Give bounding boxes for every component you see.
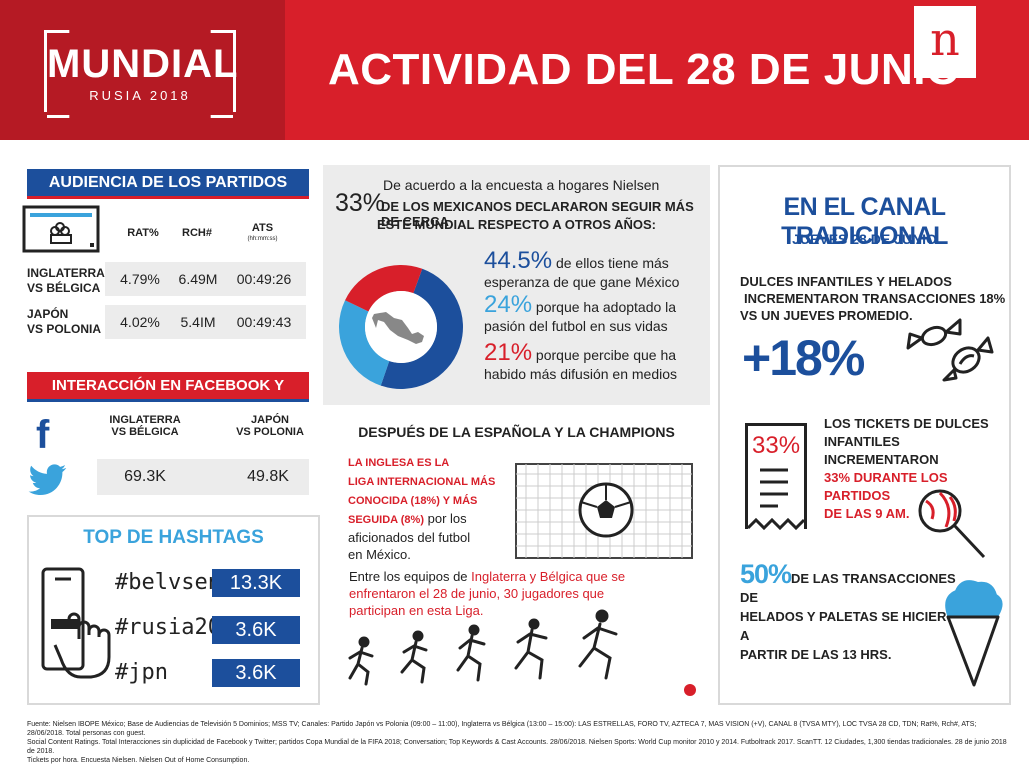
candy-icon bbox=[904, 312, 1000, 387]
title-band bbox=[285, 0, 1029, 140]
dulces-pct: +18% bbox=[742, 330, 865, 386]
interaccion-title: INTERACCIÓN EN FACEBOOK Y TWITTER bbox=[27, 372, 309, 421]
interaccion-values bbox=[97, 459, 309, 495]
stat-2: 24% porque ha adoptado la pasión del futb… bbox=[484, 291, 677, 335]
col-rat: RAT% bbox=[127, 227, 159, 239]
helados-text: 50%DE LAS TRANSACCIONES DE HELADOS Y PAL… bbox=[740, 559, 966, 663]
canal-date: JUEVES 28 DE JUNIO bbox=[792, 231, 937, 247]
interaccion-underline bbox=[27, 399, 309, 402]
ats-ing: 00:49:26 bbox=[236, 271, 292, 287]
col-ats: ATS bbox=[251, 222, 274, 234]
stat-1: 44.5% de ellos tiene más esperanza de que… bbox=[484, 247, 680, 291]
row-label-jap: JAPÓN VS POLONIA bbox=[27, 307, 102, 336]
survey-pct: 33% bbox=[335, 189, 386, 217]
ticket-pct: 33% bbox=[752, 432, 801, 459]
donut-slice-3 bbox=[345, 265, 423, 312]
footnote: Fuente: Nielsen IBOPE México; Base de Au… bbox=[27, 721, 1007, 764]
row-label-ing: INGLATERRA VS BÉLGICA bbox=[27, 266, 105, 295]
hashtag-3-value: 3.6K bbox=[212, 659, 300, 687]
survey-line2: DE LOS MEXICANOS DECLARARON SEGUIR MÁS D… bbox=[381, 199, 694, 229]
audiencia-underline bbox=[27, 196, 309, 199]
mundial-logo: MUNDIAL RUSIA 2018 bbox=[0, 0, 285, 140]
liga-title: DESPUÉS DE LA ESPAÑOLA Y LA CHAMPIONS bbox=[358, 424, 675, 440]
logo-brackets: MUNDIAL RUSIA 2018 bbox=[44, 30, 239, 112]
survey-line1: De acuerdo a la encuesta a hogares Niels… bbox=[383, 177, 660, 193]
page-title: ACTIVIDAD DEL 28 DE JUNIO bbox=[328, 45, 961, 94]
ticket-icon: 33% bbox=[745, 423, 807, 531]
running-players-icon bbox=[340, 608, 700, 703]
equipos-text: Entre los equipos de Inglaterra y Bélgic… bbox=[349, 569, 626, 618]
survey-donut bbox=[339, 265, 463, 389]
tv-icon bbox=[22, 205, 102, 262]
rch-ing: 6.49M bbox=[178, 271, 218, 287]
audiencia-row-1 bbox=[105, 262, 306, 296]
hashtag-3: #jpn bbox=[115, 660, 168, 685]
rat-ing: 4.79% bbox=[120, 271, 160, 287]
tickets-text: LOS TICKETS DE DULCES INFANTILES INCREME… bbox=[824, 416, 989, 521]
hashtag-panel: TOP DE HASHTAGS #belvseng 13.3K #rusia20… bbox=[27, 515, 320, 705]
survey-line3: ESTE MUNDIAL RESPECTO A OTROS AÑOS: bbox=[376, 217, 657, 232]
donut-slice-1 bbox=[380, 268, 463, 389]
ice-cream-icon bbox=[940, 577, 1006, 694]
goal-ball-icon bbox=[514, 462, 694, 565]
mexico-map-icon bbox=[372, 312, 424, 344]
hashtag-title: TOP DE HASHTAGS bbox=[83, 527, 264, 548]
canal-panel: EN EL CANAL TRADICIONAL JUEVES 28 DE JUN… bbox=[718, 165, 1011, 705]
brand-title: MUNDIAL bbox=[47, 42, 239, 86]
lollipop-icon bbox=[910, 483, 990, 566]
stat-3: 21% porque percibe que ha habido más difu… bbox=[484, 339, 678, 383]
dulces-text: DULCES INFANTILES Y HELADOS INCREMENTARO… bbox=[740, 274, 1006, 323]
brand-subtitle: RUSIA 2018 bbox=[89, 88, 191, 103]
nielsen-logo: n bbox=[914, 6, 976, 78]
hashtag-1-value: 13.3K bbox=[212, 569, 300, 597]
rch-jap: 5.4IM bbox=[180, 314, 216, 330]
facebook-icon: f bbox=[36, 413, 50, 457]
col-rch: RCH# bbox=[182, 227, 212, 239]
audiencia-row-2 bbox=[105, 305, 306, 339]
twitter-icon bbox=[28, 464, 68, 501]
audiencia-title: AUDIENCIA DE LOS PARTIDOS bbox=[27, 169, 309, 196]
ats-jap: 00:49:43 bbox=[236, 314, 292, 330]
hashtag-2-value: 3.6K bbox=[212, 616, 300, 644]
phone-hand-icon bbox=[39, 567, 121, 692]
donut-slice-2 bbox=[339, 300, 390, 386]
int-val1: 69.3K bbox=[124, 468, 166, 485]
int-col1: INGLATERRA VS BÉLGICA bbox=[109, 414, 181, 438]
survey-panel: De acuerdo a la encuesta a hogares Niels… bbox=[323, 165, 710, 405]
liga-text: LA INGLESA ES LA LIGA INTERNACIONAL MÁS … bbox=[348, 457, 496, 562]
col-ats-unit: (hh:mm:ss) bbox=[247, 236, 278, 242]
header: MUNDIAL RUSIA 2018 ACTIVIDAD DEL 28 DE J… bbox=[0, 0, 1029, 140]
int-val2: 49.8K bbox=[247, 468, 289, 485]
rat-jap: 4.02% bbox=[120, 314, 160, 330]
int-col2: JAPÓN VS POLONIA bbox=[236, 414, 304, 438]
canal-title: EN EL CANAL TRADICIONAL bbox=[781, 193, 948, 250]
